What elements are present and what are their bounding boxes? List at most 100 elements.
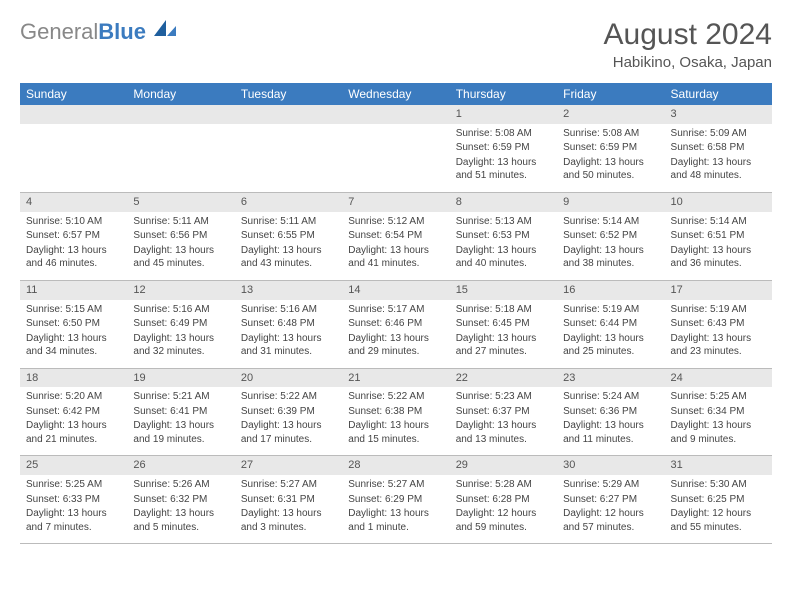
daylight-text: Daylight: 13 hours and 27 minutes. xyxy=(456,332,551,359)
sunrise-text: Sunrise: 5:24 AM xyxy=(563,390,658,404)
sunset-text: Sunset: 6:52 PM xyxy=(563,229,658,243)
sunset-text: Sunset: 6:56 PM xyxy=(133,229,228,243)
daylight-text: Daylight: 13 hours and 51 minutes. xyxy=(456,156,551,183)
sunrise-text: Sunrise: 5:14 AM xyxy=(671,215,766,229)
sunrise-text: Sunrise: 5:18 AM xyxy=(456,303,551,317)
logo-text-blue: Blue xyxy=(98,19,146,44)
logo-text-gray: General xyxy=(20,19,98,44)
sunset-text: Sunset: 6:28 PM xyxy=(456,493,551,507)
daylight-text: Daylight: 13 hours and 11 minutes. xyxy=(563,419,658,446)
calendar-table: SundayMondayTuesdayWednesdayThursdayFrid… xyxy=(20,83,772,544)
daylight-text: Daylight: 13 hours and 34 minutes. xyxy=(26,332,121,359)
daylight-text: Daylight: 13 hours and 36 minutes. xyxy=(671,244,766,271)
sunrise-text: Sunrise: 5:26 AM xyxy=(133,478,228,492)
details-row: Sunrise: 5:20 AMSunset: 6:42 PMDaylight:… xyxy=(20,387,772,456)
sunset-text: Sunset: 6:37 PM xyxy=(456,405,551,419)
weekday-header: Monday xyxy=(127,83,234,105)
sunset-text: Sunset: 6:33 PM xyxy=(26,493,121,507)
sunrise-text: Sunrise: 5:16 AM xyxy=(133,303,228,317)
sunset-text: Sunset: 6:50 PM xyxy=(26,317,121,331)
day-number: 23 xyxy=(557,368,664,387)
sunset-text: Sunset: 6:57 PM xyxy=(26,229,121,243)
sunrise-text: Sunrise: 5:14 AM xyxy=(563,215,658,229)
details-row: Sunrise: 5:15 AMSunset: 6:50 PMDaylight:… xyxy=(20,300,772,369)
day-number: 3 xyxy=(665,105,772,124)
day-number: 11 xyxy=(20,280,127,299)
daylight-text: Daylight: 13 hours and 25 minutes. xyxy=(563,332,658,359)
sunrise-text: Sunrise: 5:08 AM xyxy=(563,127,658,141)
daynum-row: 45678910 xyxy=(20,192,772,211)
sunset-text: Sunset: 6:55 PM xyxy=(241,229,336,243)
day-cell: Sunrise: 5:25 AMSunset: 6:33 PMDaylight:… xyxy=(20,475,127,544)
sunset-text: Sunset: 6:54 PM xyxy=(348,229,443,243)
sunset-text: Sunset: 6:31 PM xyxy=(241,493,336,507)
weekday-header: Sunday xyxy=(20,83,127,105)
daylight-text: Daylight: 13 hours and 7 minutes. xyxy=(26,507,121,534)
sunrise-text: Sunrise: 5:11 AM xyxy=(241,215,336,229)
sunset-text: Sunset: 6:44 PM xyxy=(563,317,658,331)
sail-icon xyxy=(152,18,178,45)
sunset-text: Sunset: 6:34 PM xyxy=(671,405,766,419)
day-cell: Sunrise: 5:19 AMSunset: 6:44 PMDaylight:… xyxy=(557,300,664,369)
day-number: 31 xyxy=(665,456,772,475)
daylight-text: Daylight: 13 hours and 45 minutes. xyxy=(133,244,228,271)
day-number: 15 xyxy=(450,280,557,299)
sunset-text: Sunset: 6:25 PM xyxy=(671,493,766,507)
day-cell: Sunrise: 5:15 AMSunset: 6:50 PMDaylight:… xyxy=(20,300,127,369)
sunset-text: Sunset: 6:36 PM xyxy=(563,405,658,419)
day-number: 28 xyxy=(342,456,449,475)
daylight-text: Daylight: 13 hours and 5 minutes. xyxy=(133,507,228,534)
day-cell: Sunrise: 5:18 AMSunset: 6:45 PMDaylight:… xyxy=(450,300,557,369)
sunset-text: Sunset: 6:27 PM xyxy=(563,493,658,507)
location: Habikino, Osaka, Japan xyxy=(604,54,772,71)
day-number xyxy=(235,105,342,124)
day-number: 6 xyxy=(235,192,342,211)
calendar-body: 123Sunrise: 5:08 AMSunset: 6:59 PMDaylig… xyxy=(20,105,772,544)
day-number: 13 xyxy=(235,280,342,299)
day-number: 25 xyxy=(20,456,127,475)
daylight-text: Daylight: 12 hours and 59 minutes. xyxy=(456,507,551,534)
daylight-text: Daylight: 13 hours and 1 minute. xyxy=(348,507,443,534)
sunrise-text: Sunrise: 5:12 AM xyxy=(348,215,443,229)
sunrise-text: Sunrise: 5:21 AM xyxy=(133,390,228,404)
sunrise-text: Sunrise: 5:10 AM xyxy=(26,215,121,229)
sunset-text: Sunset: 6:58 PM xyxy=(671,141,766,155)
day-number: 17 xyxy=(665,280,772,299)
day-number xyxy=(20,105,127,124)
daylight-text: Daylight: 13 hours and 23 minutes. xyxy=(671,332,766,359)
sunset-text: Sunset: 6:53 PM xyxy=(456,229,551,243)
daylight-text: Daylight: 13 hours and 19 minutes. xyxy=(133,419,228,446)
daylight-text: Daylight: 13 hours and 21 minutes. xyxy=(26,419,121,446)
day-number: 4 xyxy=(20,192,127,211)
day-cell: Sunrise: 5:09 AMSunset: 6:58 PMDaylight:… xyxy=(665,124,772,193)
details-row: Sunrise: 5:08 AMSunset: 6:59 PMDaylight:… xyxy=(20,124,772,193)
sunrise-text: Sunrise: 5:08 AM xyxy=(456,127,551,141)
sunrise-text: Sunrise: 5:17 AM xyxy=(348,303,443,317)
day-cell: Sunrise: 5:22 AMSunset: 6:38 PMDaylight:… xyxy=(342,387,449,456)
day-number xyxy=(342,105,449,124)
daylight-text: Daylight: 13 hours and 40 minutes. xyxy=(456,244,551,271)
weekday-header: Wednesday xyxy=(342,83,449,105)
daylight-text: Daylight: 13 hours and 32 minutes. xyxy=(133,332,228,359)
day-cell xyxy=(342,124,449,193)
day-cell: Sunrise: 5:11 AMSunset: 6:56 PMDaylight:… xyxy=(127,212,234,281)
sunset-text: Sunset: 6:39 PM xyxy=(241,405,336,419)
day-cell: Sunrise: 5:17 AMSunset: 6:46 PMDaylight:… xyxy=(342,300,449,369)
daynum-row: 11121314151617 xyxy=(20,280,772,299)
day-cell: Sunrise: 5:21 AMSunset: 6:41 PMDaylight:… xyxy=(127,387,234,456)
daylight-text: Daylight: 13 hours and 15 minutes. xyxy=(348,419,443,446)
sunset-text: Sunset: 6:59 PM xyxy=(456,141,551,155)
logo: GeneralBlue xyxy=(20,18,178,45)
day-cell: Sunrise: 5:19 AMSunset: 6:43 PMDaylight:… xyxy=(665,300,772,369)
details-row: Sunrise: 5:25 AMSunset: 6:33 PMDaylight:… xyxy=(20,475,772,544)
day-cell: Sunrise: 5:20 AMSunset: 6:42 PMDaylight:… xyxy=(20,387,127,456)
day-cell: Sunrise: 5:25 AMSunset: 6:34 PMDaylight:… xyxy=(665,387,772,456)
daylight-text: Daylight: 13 hours and 3 minutes. xyxy=(241,507,336,534)
sunset-text: Sunset: 6:59 PM xyxy=(563,141,658,155)
sunset-text: Sunset: 6:46 PM xyxy=(348,317,443,331)
sunset-text: Sunset: 6:45 PM xyxy=(456,317,551,331)
daylight-text: Daylight: 13 hours and 9 minutes. xyxy=(671,419,766,446)
day-cell: Sunrise: 5:08 AMSunset: 6:59 PMDaylight:… xyxy=(557,124,664,193)
day-cell: Sunrise: 5:24 AMSunset: 6:36 PMDaylight:… xyxy=(557,387,664,456)
sunset-text: Sunset: 6:38 PM xyxy=(348,405,443,419)
